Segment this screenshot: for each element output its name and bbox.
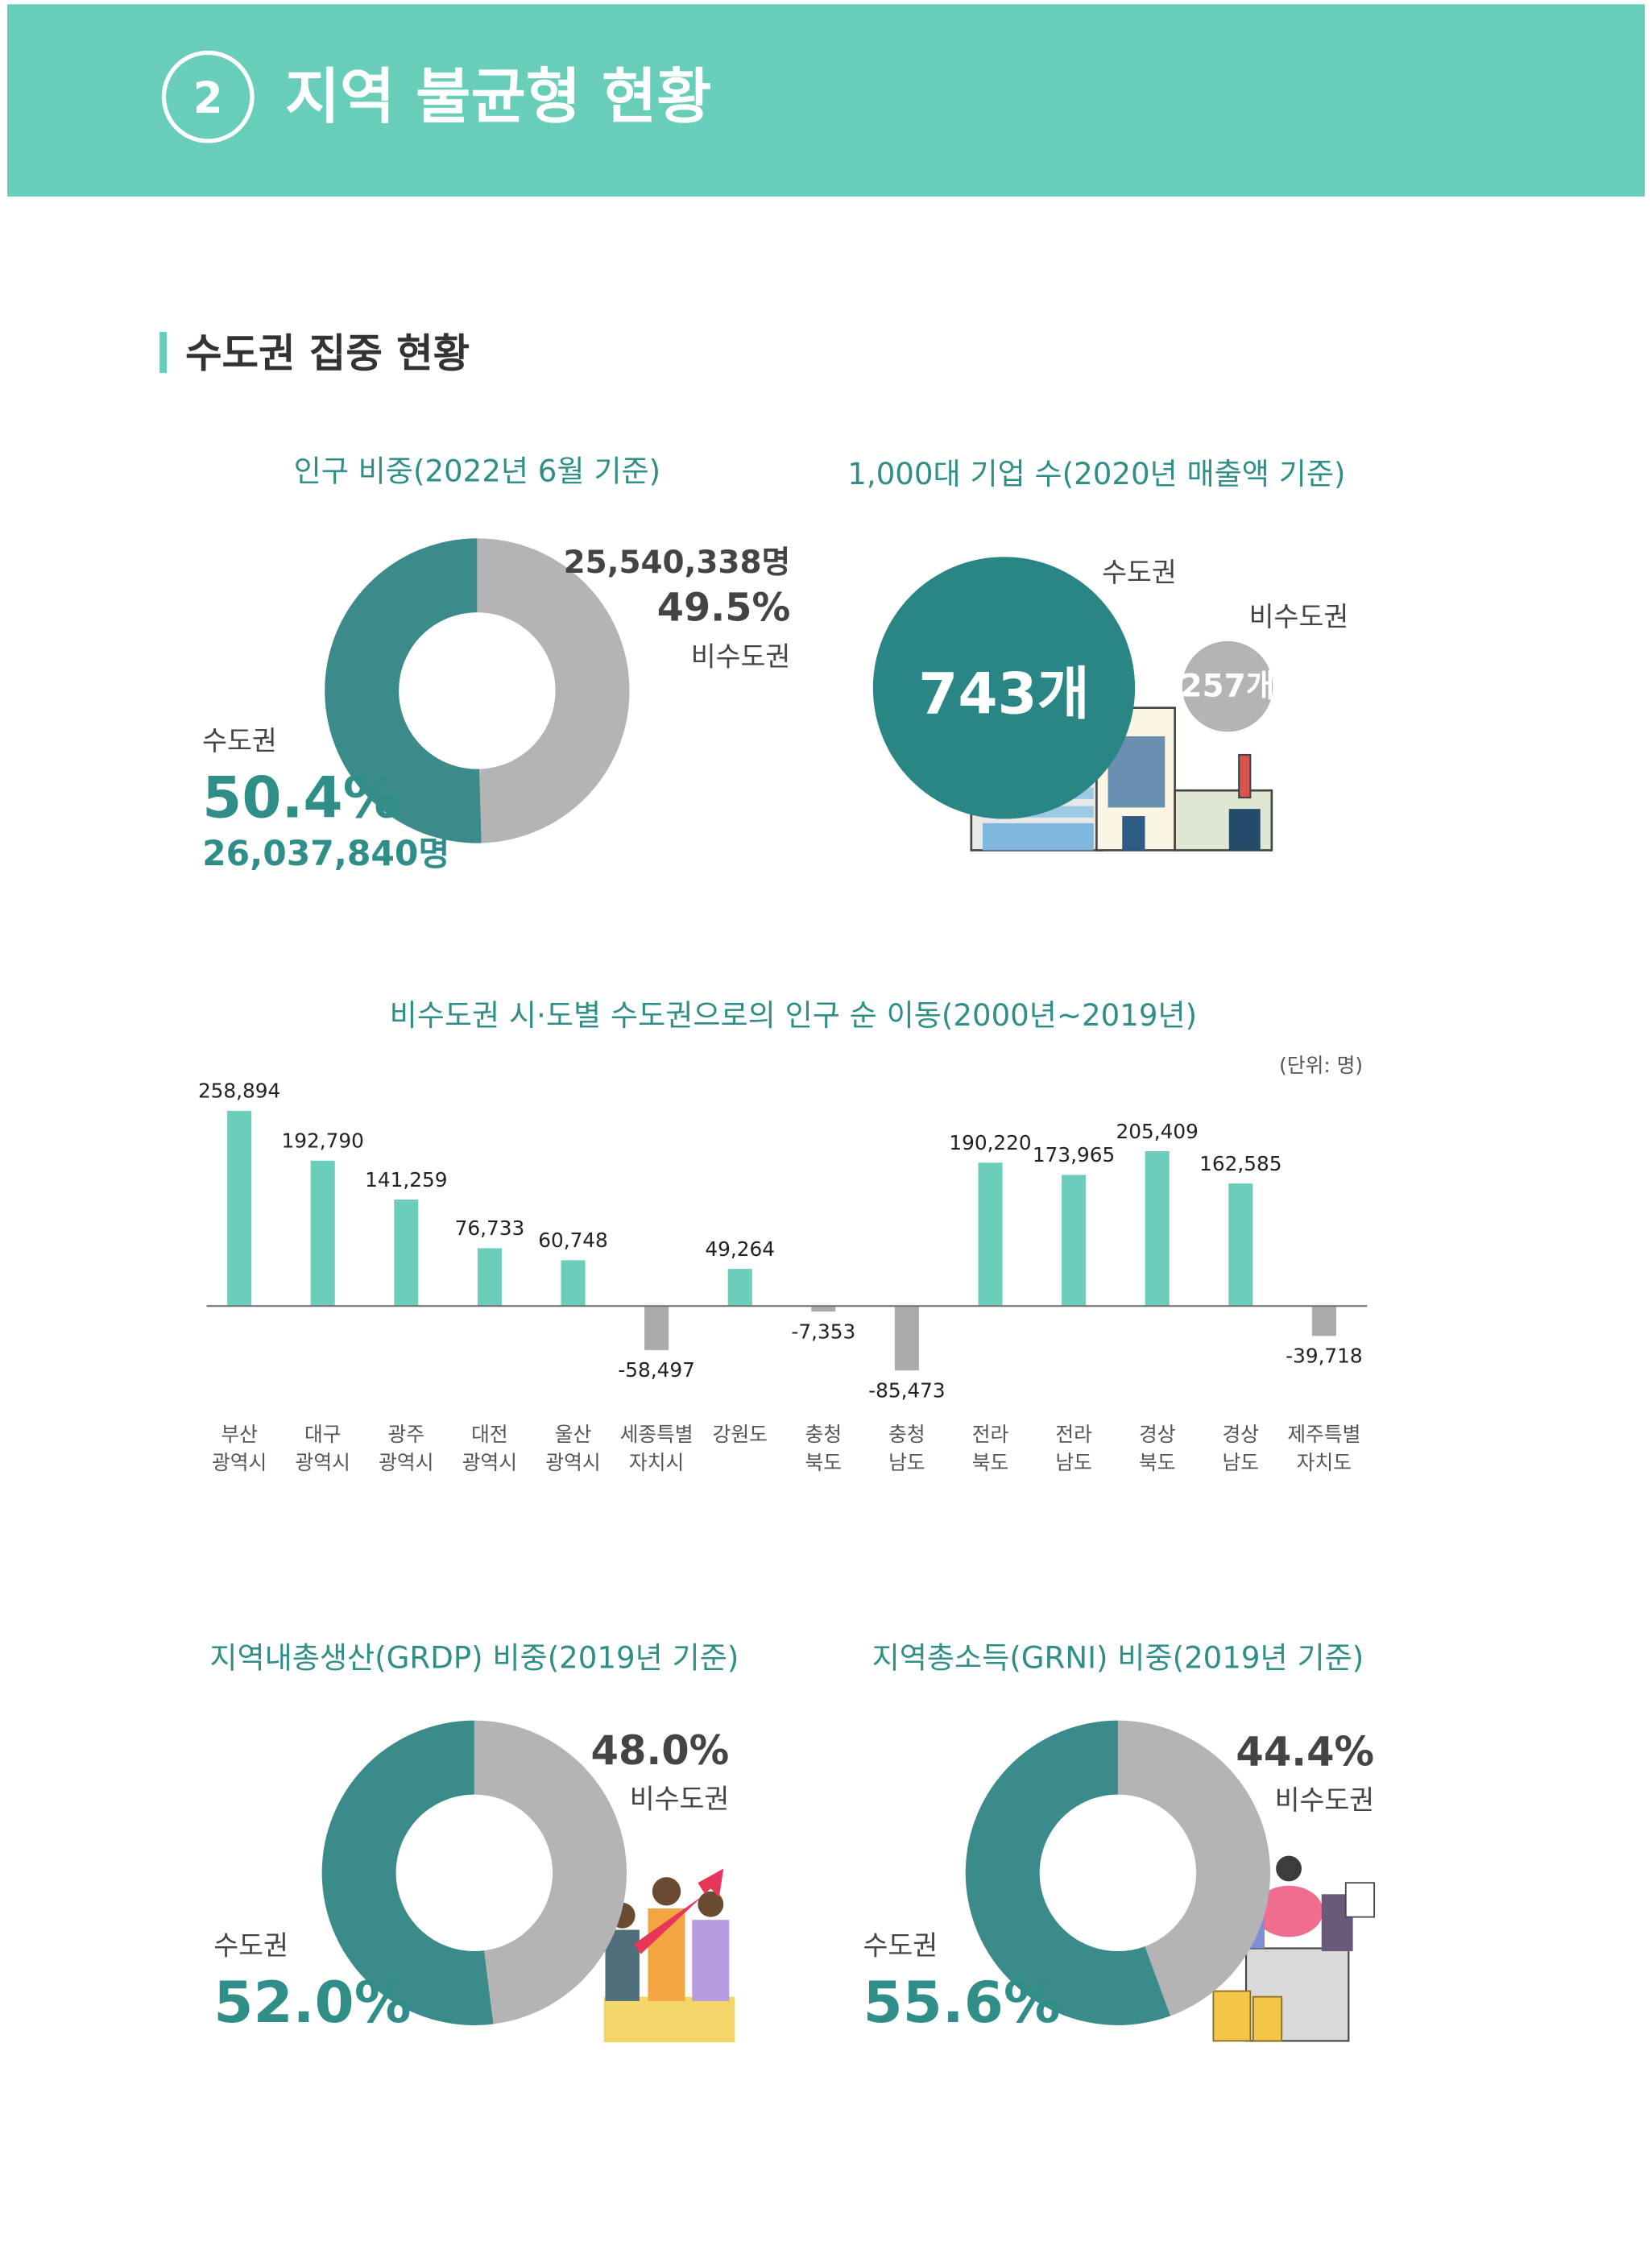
unit-label: (단위: 명)	[1279, 1054, 1363, 1077]
value-label: 257개	[1181, 669, 1275, 705]
x-tick-label: 대구	[304, 1423, 342, 1446]
value-label: 258,894	[198, 1079, 280, 1103]
bar	[394, 1200, 419, 1307]
header-band	[6, 4, 1646, 197]
value-label: 44.4%	[1236, 1729, 1374, 1776]
chart-title: 1,000대 기업 수(2020년 매출액 기준)	[847, 457, 1345, 491]
bar	[727, 1269, 752, 1307]
section-marker	[159, 331, 167, 374]
value-label: 50.4%	[202, 765, 400, 831]
x-tick-label: 부산	[221, 1423, 258, 1446]
category-label: 수도권	[202, 725, 277, 756]
x-tick-label: 경상	[1139, 1423, 1176, 1446]
value-label: 190,220	[949, 1131, 1031, 1154]
value-label: -58,497	[618, 1358, 695, 1382]
donut-slice	[321, 1720, 494, 2025]
chart-title: 지역총소득(GRNI) 비중(2019년 기준)	[872, 1640, 1364, 1675]
x-tick-label: 광역시	[296, 1451, 350, 1474]
category-label: 수도권	[1102, 557, 1177, 588]
people-illustration	[603, 1868, 735, 2043]
x-tick-label: 경상	[1223, 1423, 1260, 1446]
value-label: 141,259	[365, 1168, 447, 1191]
section-title: 수도권 집중 현황	[185, 329, 470, 376]
chart-title: 인구 비중(2022년 6월 기준)	[294, 454, 661, 489]
chart-title: 비수도권 시·도별 수도권으로의 인구 순 이동(2000년~2019년)	[390, 998, 1198, 1033]
value-label: 173,965	[1033, 1143, 1115, 1167]
category-label: 수도권	[213, 1929, 288, 1961]
value-label: 49,264	[705, 1237, 775, 1261]
bar	[811, 1306, 836, 1312]
header-number: 2	[193, 73, 223, 123]
x-tick-label: 광주	[388, 1423, 425, 1446]
x-tick-label: 광역시	[212, 1451, 267, 1474]
value-label: -85,473	[868, 1378, 946, 1402]
x-tick-label: 남도	[888, 1451, 925, 1474]
header-title: 지역 불균형 현황	[285, 62, 712, 132]
value-label: -7,353	[791, 1320, 855, 1343]
bubble	[1182, 640, 1273, 732]
bar	[310, 1160, 335, 1307]
category-label: 비수도권	[630, 1783, 730, 1814]
x-tick-label: 세종특별	[620, 1423, 694, 1446]
x-tick-label: 대전	[471, 1423, 508, 1446]
header-badge	[161, 50, 255, 143]
chart-title: 지역내총생산(GRDP) 비중(2019년 기준)	[209, 1640, 739, 1675]
donut-slice	[477, 538, 630, 843]
x-tick-label: 전라	[1055, 1423, 1092, 1446]
category-label: 수도권	[863, 1929, 938, 1961]
bar	[227, 1110, 252, 1307]
bar	[978, 1162, 1003, 1307]
bar	[477, 1248, 502, 1307]
x-tick-label: 광역시	[462, 1451, 517, 1474]
bar	[561, 1260, 586, 1307]
x-tick-label: 자치도	[1297, 1451, 1352, 1474]
x-tick-label: 자치시	[629, 1451, 684, 1474]
x-tick-label: 강원도	[713, 1423, 768, 1446]
x-tick-label: 남도	[1055, 1451, 1092, 1474]
x-tick-label: 충청	[805, 1423, 843, 1446]
x-tick-label: 충청	[888, 1423, 925, 1446]
value-label: 52.0%	[213, 1969, 411, 2036]
bar	[1311, 1306, 1336, 1336]
value-label: 743개	[918, 660, 1090, 727]
value-label: 48.0%	[591, 1727, 730, 1774]
bar	[1062, 1175, 1087, 1307]
bar	[1145, 1151, 1170, 1307]
x-tick-label: 북도	[805, 1451, 843, 1474]
value-label: 162,585	[1199, 1152, 1281, 1175]
bar	[894, 1306, 919, 1371]
x-tick-label: 광역시	[379, 1451, 433, 1474]
value-label: 205,409	[1116, 1120, 1199, 1143]
category-label: 비수도권	[1275, 1784, 1375, 1816]
value-label: -39,718	[1286, 1345, 1363, 1368]
population-label: 25,540,338명	[564, 545, 791, 581]
value-label: 60,748	[538, 1229, 608, 1252]
bar	[644, 1306, 669, 1350]
donut-slice	[1117, 1720, 1271, 2016]
value-label: 49.5%	[657, 586, 791, 630]
donut-slice	[965, 1720, 1171, 2025]
x-tick-label: 광역시	[545, 1451, 600, 1474]
x-tick-label: 남도	[1223, 1451, 1260, 1474]
x-tick-label: 북도	[1139, 1451, 1176, 1474]
x-tick-label: 제주특별	[1287, 1423, 1360, 1446]
value-label: 192,790	[282, 1129, 364, 1153]
donut-slice	[474, 1720, 627, 2024]
bar	[1228, 1183, 1253, 1307]
donut-slice	[325, 538, 482, 843]
x-tick-label: 북도	[972, 1451, 1009, 1474]
category-label: 비수도권	[691, 641, 791, 673]
value-label: 76,733	[455, 1216, 525, 1240]
x-tick-label: 전라	[972, 1423, 1009, 1446]
x-tick-label: 울산	[555, 1423, 592, 1446]
value-label: 55.6%	[863, 1969, 1060, 2036]
category-label: 비수도권	[1249, 601, 1349, 632]
population-label: 26,037,840명	[202, 835, 449, 874]
bubble	[872, 557, 1136, 819]
